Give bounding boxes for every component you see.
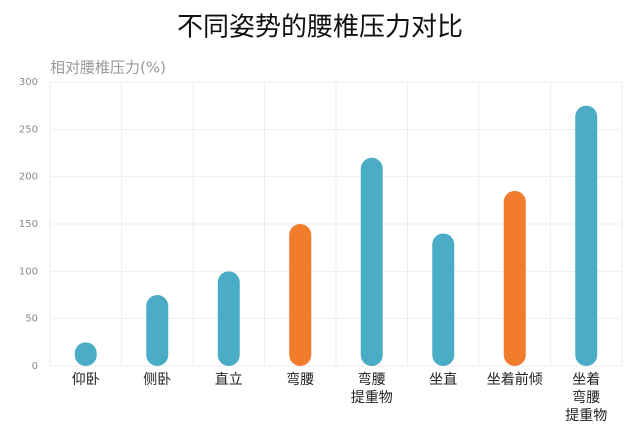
x-tick-label: 坐着前倾 [487, 371, 543, 388]
chart-title: 不同姿势的腰椎压力对比 [177, 13, 463, 43]
bar [146, 295, 169, 366]
bar [575, 105, 598, 367]
x-tick-label: 直立 [215, 371, 243, 388]
x-tick-label: 坐着弯腰提重物 [565, 372, 607, 424]
y-tick-label: 300 [19, 77, 38, 88]
y-tick-label: 200 [19, 172, 38, 183]
bar [503, 190, 526, 366]
y-tick-label: 50 [25, 314, 38, 325]
x-tick-label: 仰卧 [72, 372, 100, 388]
x-tick-label: 侧卧 [143, 372, 171, 388]
x-tick-label: 弯腰提重物 [351, 371, 393, 406]
y-tick-label: 100 [19, 266, 38, 277]
y-tick-label: 150 [19, 219, 38, 230]
bar [217, 271, 240, 366]
y-tick-label: 0 [32, 361, 38, 372]
y-tick-label: 250 [19, 124, 38, 135]
bar [289, 224, 312, 366]
bar [74, 342, 97, 366]
bar [432, 233, 455, 366]
bar [360, 157, 383, 366]
y-axis-label: 相对腰椎压力(%) [50, 59, 166, 77]
x-tick-label: 弯腰 [286, 371, 314, 388]
x-tick-label: 坐直 [429, 371, 457, 388]
